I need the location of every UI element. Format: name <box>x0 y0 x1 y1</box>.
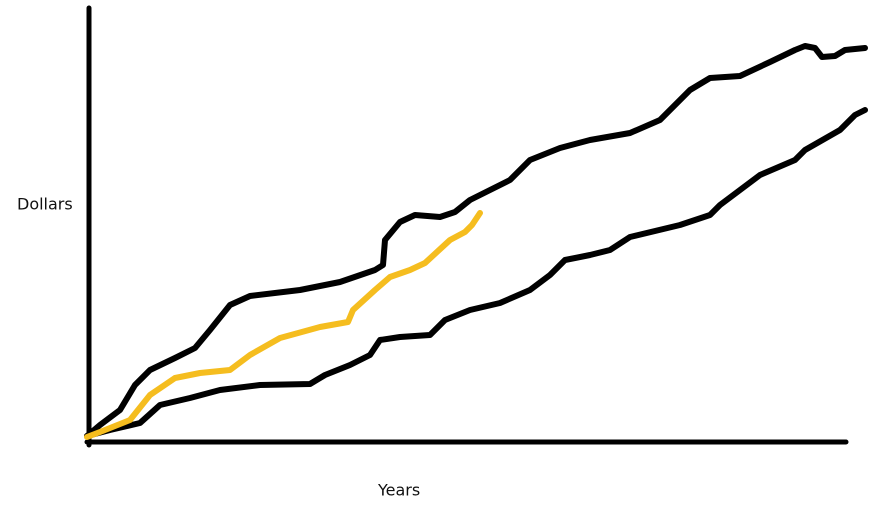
upper-bound-line <box>84 43 868 439</box>
lower-bound-line <box>84 107 868 439</box>
y-axis-label: Dollars <box>17 195 73 214</box>
actual-line <box>84 210 483 440</box>
x-axis-label: Years <box>377 481 420 500</box>
